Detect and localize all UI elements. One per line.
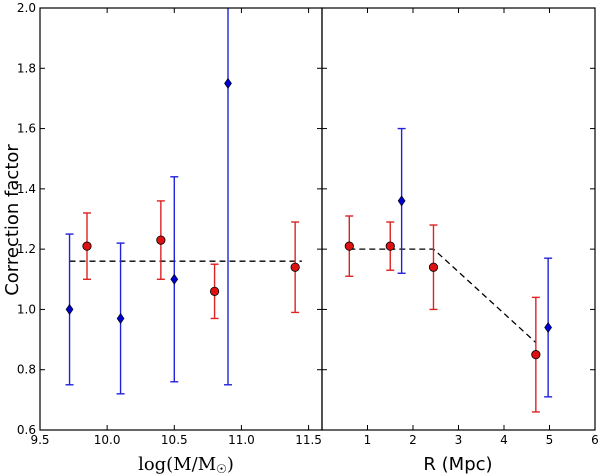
y-tick-label-4: 1.2 xyxy=(17,242,36,256)
left-x-tick-label-3: 10.5 xyxy=(161,433,188,447)
x-title-sun-symbol: ☉ xyxy=(216,462,227,476)
right-red-point-3-marker xyxy=(428,262,439,272)
left-x-tick-label-4: 11.0 xyxy=(228,433,255,447)
right-red-point-1-marker xyxy=(344,241,354,251)
right-axes-frame xyxy=(321,7,596,431)
right-x-tick-label-4: 4 xyxy=(500,433,508,447)
left-blue-point-4-marker xyxy=(224,77,232,89)
left-x-tick-label-1: 9.5 xyxy=(30,433,49,447)
left-red-point-2-marker xyxy=(156,235,166,245)
left-x-tick-label-2: 10.0 xyxy=(94,433,121,447)
left-red-point-1-marker xyxy=(82,241,92,251)
left-red-point-3-marker xyxy=(209,286,220,296)
right-x-tick-label-2: 2 xyxy=(409,433,417,447)
right-red-point-4-marker xyxy=(531,350,541,360)
right-x-tick-label-5: 5 xyxy=(546,433,554,447)
y-tick-label-7: 1.8 xyxy=(17,61,36,75)
y-tick-label-6: 1.6 xyxy=(17,122,36,136)
y-tick-label-1: 0.6 xyxy=(17,423,36,437)
y-tick-label-2: 0.8 xyxy=(17,363,36,377)
right-x-tick-label-1: 1 xyxy=(364,433,372,447)
left-x-tick-label-5: 11.5 xyxy=(295,433,322,447)
left-red-point-4-marker xyxy=(290,262,300,272)
right-x-tick-label-6: 6 xyxy=(591,433,599,447)
right-red-point-2-marker xyxy=(385,241,395,251)
right-x-axis-title: R (Mpc) xyxy=(423,454,492,475)
left-x-axis-title: log(M/M☉) xyxy=(138,454,234,476)
left-blue-point-1-marker xyxy=(65,303,74,315)
right-blue-point-2-marker xyxy=(544,321,553,334)
right-blue-point-1-marker xyxy=(397,195,406,207)
y-tick-label-3: 1.0 xyxy=(17,302,36,316)
y-axis-title: Correction factor xyxy=(2,144,23,296)
axes-frames xyxy=(39,7,596,431)
y-tick-label-8: 2.0 xyxy=(17,1,36,15)
left-blue-point-3-marker xyxy=(170,273,179,285)
y-tick-label-5: 1.4 xyxy=(17,182,36,196)
x-title-part-1: log(M/M xyxy=(138,454,216,475)
x-title-part-3: ) xyxy=(227,454,234,475)
left-blue-point-2-marker xyxy=(116,312,125,324)
left-panel: 9.5 10.0 10.5 11.0 11.5 0.6 0.8 1.0 1.2 1.4 1.6 1.8… xyxy=(17,1,322,447)
right-x-tick-label-3: 3 xyxy=(455,433,463,447)
